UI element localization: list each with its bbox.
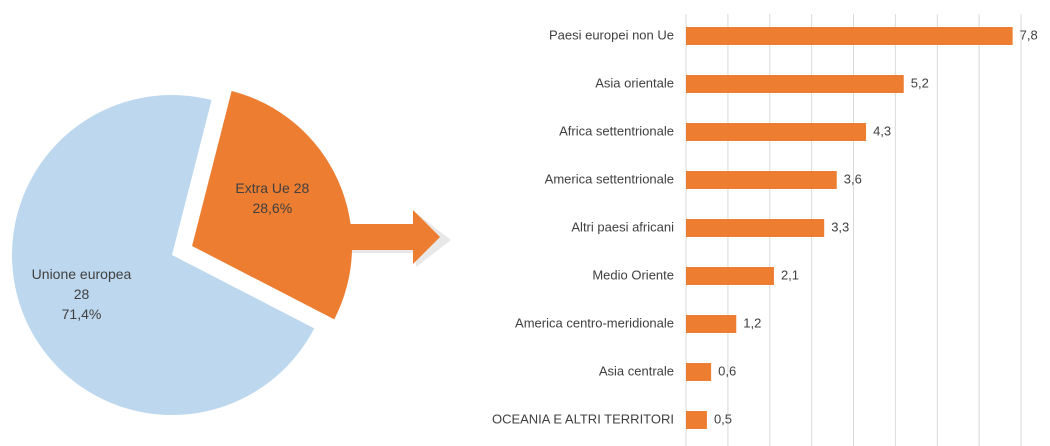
bar: [686, 171, 837, 189]
pie-label: Extra Ue 28 28,6%: [217, 178, 327, 218]
y-tick-label: Altri paesi africani: [571, 219, 674, 234]
bar: [686, 75, 904, 93]
y-tick-label: Medio Oriente: [592, 267, 674, 282]
bar: [686, 411, 707, 429]
pie-label-box: Unione europea 28 71,4%: [27, 264, 137, 324]
y-tick-label: OCEANIA E ALTRI TERRITORI: [492, 411, 674, 426]
pie-label-box: Extra Ue 28 28,6%: [217, 178, 327, 218]
pie-slice: [12, 95, 315, 416]
data-label: 7,8: [1020, 27, 1038, 42]
data-label: 5,2: [911, 75, 929, 90]
bar: [686, 27, 1013, 45]
pie-category: Unione europea 28: [31, 265, 132, 302]
y-tick-label: Asia centrale: [599, 363, 674, 378]
pie-value-label: 28,6%: [252, 199, 293, 216]
data-label: 3,3: [831, 219, 849, 234]
data-label: 4,3: [873, 123, 891, 138]
bar: [686, 123, 867, 141]
y-tick-label: Asia orientale: [595, 75, 674, 90]
bar: [686, 267, 774, 285]
data-label: 3,6: [844, 171, 862, 186]
data-label: 1,2: [743, 315, 761, 330]
data-label: 0,5: [714, 411, 732, 426]
pie-category: Extra Ue 28: [235, 179, 310, 196]
pie-slice: [192, 90, 353, 320]
pie-value-label: 71,4%: [61, 305, 102, 322]
data-label: 0,6: [718, 363, 736, 378]
pie-label: Unione europea 28 71,4%: [27, 264, 137, 324]
bar: [686, 363, 712, 381]
y-tick-label: Paesi europei non Ue: [549, 27, 674, 42]
bar: [686, 315, 737, 333]
y-tick-label: America settentrionale: [545, 171, 674, 186]
arrow: [343, 210, 451, 267]
y-tick-label: America centro-meridionale: [515, 315, 674, 330]
bar: [686, 219, 825, 237]
data-label: 2,1: [781, 267, 799, 282]
y-tick-label: Africa settentrionale: [559, 123, 674, 138]
